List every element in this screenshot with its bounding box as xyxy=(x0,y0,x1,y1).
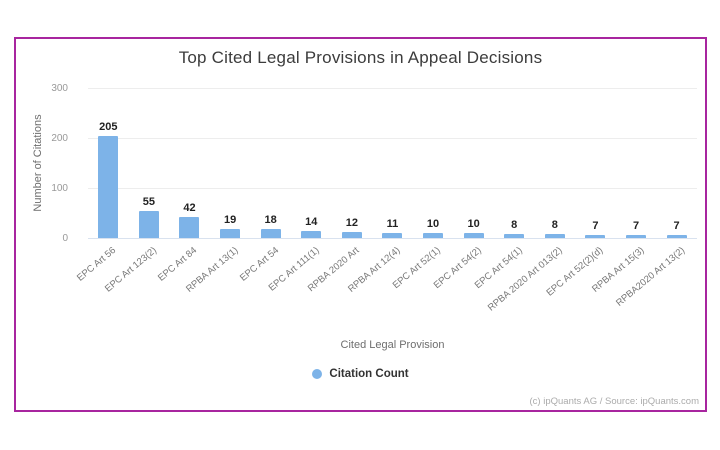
bar-value-label: 205 xyxy=(99,120,118,133)
bar-column: 8 EPC Art 54(1) xyxy=(472,88,535,291)
bar-value-label: 10 xyxy=(426,218,440,230)
bar-value-label: 8 xyxy=(511,219,518,231)
gridline xyxy=(88,188,697,189)
bar-column: 7 RPBA2020 Art 13(2) xyxy=(614,88,697,309)
x-tick-label: RPBA 2020 Art 013(2) xyxy=(486,245,565,314)
bar-column: 42 EPC Art 84 xyxy=(156,88,210,284)
bar[interactable] xyxy=(382,232,403,238)
bar-column: 7 RPBA Art 15(3) xyxy=(590,88,657,295)
bar[interactable] xyxy=(260,229,281,238)
y-tick-label: 0 xyxy=(62,233,68,244)
bar-value-label: 7 xyxy=(673,219,680,232)
bar[interactable] xyxy=(138,210,159,238)
legend[interactable]: Citation Count xyxy=(16,368,705,380)
bar[interactable] xyxy=(220,228,241,238)
bar-value-label: 7 xyxy=(592,219,599,232)
bar-columns: 205 EPC Art 56 55 EPC Art 123(2) 42 EPC Art 8… xyxy=(75,88,697,314)
bar-value-label: 11 xyxy=(386,217,399,230)
bar-value-label: 18 xyxy=(264,214,277,226)
bar[interactable] xyxy=(463,233,484,238)
x-tick-label: RPBA2020 Art 13(2) xyxy=(613,245,687,309)
bar-column: 11 RPBA Art 12(4) xyxy=(346,88,413,295)
bar-column: 18 EPC Art 54 xyxy=(238,88,291,284)
bar-column: 205 EPC Art 56 xyxy=(75,88,129,284)
bar-column: 10 EPC Art 54(2) xyxy=(432,88,494,291)
bar[interactable] xyxy=(585,234,606,238)
gridline xyxy=(88,238,697,239)
y-tick-label: 300 xyxy=(51,83,68,94)
bar-value-label: 7 xyxy=(632,219,640,232)
bar-value-label: 19 xyxy=(223,213,237,226)
bar-column: 12 RPBA 2020 Art xyxy=(306,88,373,294)
gridline xyxy=(88,88,697,89)
chart-title: Top Cited Legal Provisions in Appeal Dec… xyxy=(178,48,543,67)
y-tick-label: 200 xyxy=(51,133,68,144)
bar-column: 14 EPC Art 111(1) xyxy=(266,88,332,294)
bar[interactable] xyxy=(341,232,362,238)
bar-value-label: 12 xyxy=(345,217,358,229)
bar[interactable] xyxy=(626,234,647,238)
bar-value-label: 42 xyxy=(183,202,196,214)
x-axis-title: Cited Legal Provision xyxy=(340,339,445,351)
plot-area: 205 EPC Art 56 55 EPC Art 123(2) 42 EPC Art 8… xyxy=(75,88,697,314)
legend-marker-icon xyxy=(312,369,323,379)
bar-value-label: 55 xyxy=(142,195,156,208)
bar-column: 7 EPC Art 52(2)(d) xyxy=(545,88,616,299)
gridline xyxy=(88,138,697,139)
y-axis-tick-labels: 0 100 200 300 xyxy=(16,83,80,244)
source-attribution: (c) ipQuants AG / Source: ipQuants.com xyxy=(529,396,700,407)
bar-column: 8 RPBA 2020 Art 013(2) xyxy=(486,88,576,314)
bar-column: 19 RPBA Art 13(1) xyxy=(184,88,251,295)
bar[interactable] xyxy=(666,234,687,238)
legend-label: Citation Count xyxy=(329,368,409,380)
bar[interactable] xyxy=(301,231,322,238)
bar-value-label: 14 xyxy=(305,216,318,228)
bar[interactable] xyxy=(423,233,444,238)
chart-card: Top Cited Legal Provisions in Appeal Dec… xyxy=(14,37,707,412)
bar[interactable] xyxy=(179,217,200,238)
bar[interactable] xyxy=(504,234,525,238)
bar-value-label: 8 xyxy=(551,219,558,231)
bar-column: 10 EPC Art 52(1) xyxy=(391,88,454,291)
bar-value-label: 10 xyxy=(467,218,480,230)
y-tick-label: 100 xyxy=(51,183,68,194)
bar[interactable] xyxy=(544,234,565,238)
bar[interactable] xyxy=(98,135,119,238)
bar-column: 55 EPC Art 123(2) xyxy=(103,88,170,295)
